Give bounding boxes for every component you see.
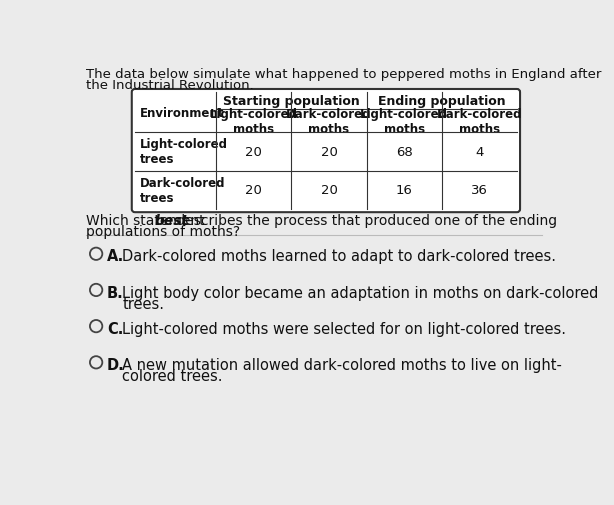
Text: trees.: trees. bbox=[122, 296, 165, 312]
Text: Light-colored
moths: Light-colored moths bbox=[210, 108, 298, 135]
Text: populations of moths?: populations of moths? bbox=[86, 224, 240, 238]
Text: describes the process that produced one of the ending: describes the process that produced one … bbox=[172, 214, 557, 227]
Text: 20: 20 bbox=[321, 184, 338, 197]
Text: A.: A. bbox=[107, 249, 124, 264]
FancyBboxPatch shape bbox=[132, 90, 520, 213]
Text: 20: 20 bbox=[321, 145, 338, 159]
Text: 16: 16 bbox=[396, 184, 413, 197]
Text: Light-colored moths were selected for on light-colored trees.: Light-colored moths were selected for on… bbox=[122, 321, 567, 336]
Text: Which statement: Which statement bbox=[86, 214, 209, 227]
Text: Dark-colored
moths: Dark-colored moths bbox=[437, 108, 522, 135]
Text: Dark-colored
trees: Dark-colored trees bbox=[139, 177, 225, 205]
Text: D.: D. bbox=[107, 357, 125, 372]
Text: Light body color became an adaptation in moths on dark-colored: Light body color became an adaptation in… bbox=[122, 285, 599, 300]
Text: The data below simulate what happened to peppered moths in England after: The data below simulate what happened to… bbox=[86, 68, 602, 81]
Text: Dark-colored
moths: Dark-colored moths bbox=[286, 108, 371, 135]
Text: C.: C. bbox=[107, 321, 123, 336]
Text: the Industrial Revolution.: the Industrial Revolution. bbox=[86, 79, 254, 92]
Text: 68: 68 bbox=[396, 145, 413, 159]
Text: Ending population: Ending population bbox=[378, 95, 505, 108]
Text: A new mutation allowed dark-colored moths to live on light-: A new mutation allowed dark-colored moth… bbox=[122, 357, 562, 372]
Text: 4: 4 bbox=[475, 145, 484, 159]
Text: 20: 20 bbox=[246, 184, 262, 197]
Text: best: best bbox=[155, 214, 189, 227]
Text: Light-colored
moths: Light-colored moths bbox=[360, 108, 448, 135]
Text: Environment: Environment bbox=[139, 107, 224, 119]
Text: colored trees.: colored trees. bbox=[122, 369, 223, 384]
Text: B.: B. bbox=[107, 285, 124, 300]
Text: Starting population: Starting population bbox=[223, 95, 360, 108]
Text: 20: 20 bbox=[246, 145, 262, 159]
Text: Dark-colored moths learned to adapt to dark-colored trees.: Dark-colored moths learned to adapt to d… bbox=[122, 249, 556, 264]
Text: 36: 36 bbox=[471, 184, 488, 197]
Text: Light-colored
trees: Light-colored trees bbox=[139, 138, 228, 166]
